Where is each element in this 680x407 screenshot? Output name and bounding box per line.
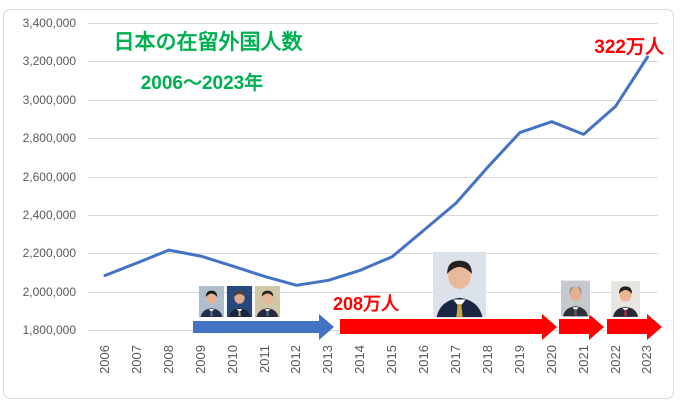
gridline xyxy=(88,253,658,255)
kishida-era-arrow xyxy=(607,314,662,340)
y-axis-label: 2,000,000 xyxy=(22,284,76,299)
y-axis-label: 3,400,000 xyxy=(22,16,76,30)
abe-era-arrow xyxy=(340,314,557,340)
y-axis-label: 3,000,000 xyxy=(22,92,76,107)
suga-era-arrow xyxy=(559,314,604,340)
kan-photo xyxy=(226,286,253,317)
y-axis-label: 2,400,000 xyxy=(22,208,76,222)
arrow-head-icon xyxy=(647,314,662,340)
hatoyama-photo xyxy=(198,286,225,317)
y-axis-label: 2,600,000 xyxy=(22,169,76,184)
annotation-208man: 208万人 xyxy=(333,294,400,314)
kishida-photo xyxy=(611,281,640,317)
arrow-body xyxy=(193,321,319,333)
annotation-322man: 322万人 xyxy=(594,37,664,58)
gridline xyxy=(88,291,658,293)
gridline xyxy=(88,215,658,216)
chart-border xyxy=(3,9,674,399)
y-axis-label: 3,200,000 xyxy=(22,54,76,69)
abe-photo xyxy=(433,251,486,318)
noda-photo xyxy=(254,286,281,317)
gridline xyxy=(88,23,658,24)
arrow-body xyxy=(607,319,647,334)
arrow-body xyxy=(340,319,542,334)
gridline xyxy=(88,61,658,63)
y-axis-label: 1,800,000 xyxy=(22,323,76,338)
suga-photo xyxy=(561,280,590,317)
chart-subtitle: 2006〜2023年 xyxy=(140,73,264,94)
arrow-head-icon xyxy=(542,314,557,340)
gridline xyxy=(88,138,658,140)
dpj-era-arrow xyxy=(193,314,334,340)
y-axis-label: 2,200,000 xyxy=(22,246,76,261)
gridline xyxy=(88,176,658,178)
gridline xyxy=(88,99,658,101)
y-axis-label: 2,800,000 xyxy=(22,131,76,146)
arrow-head-icon xyxy=(589,314,604,340)
arrow-head-icon xyxy=(319,314,334,340)
arrow-body xyxy=(559,319,589,334)
chart-title: 日本の在留外国人数 xyxy=(113,31,303,54)
